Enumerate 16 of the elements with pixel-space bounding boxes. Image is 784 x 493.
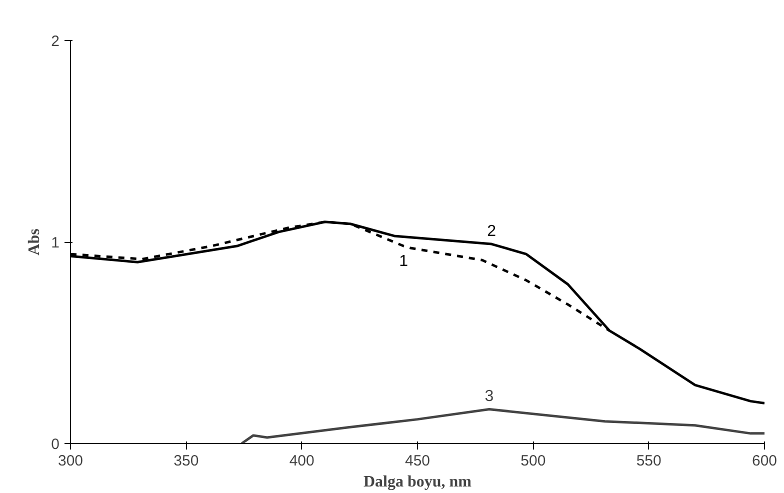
x-tick-label: 550 [636, 452, 662, 470]
y-tick-label: 1 [51, 234, 60, 252]
series-label: 3 [484, 388, 494, 406]
x-tick-label: 500 [520, 452, 546, 470]
x-tick-label: 350 [174, 452, 199, 470]
series-label: 2 [487, 223, 496, 240]
x-tick-label: 400 [289, 452, 314, 470]
x-tick-label: 600 [752, 452, 778, 470]
x-axis-title: Dalga boyu, nm [363, 474, 472, 490]
x-tick-label: 450 [404, 452, 430, 470]
y-axis-title: Abs [26, 228, 44, 256]
line-series [240, 408, 764, 444]
series-label: 1 [399, 253, 408, 270]
y-tick-label: 2 [51, 33, 60, 50]
y-tick-label: 0 [51, 436, 60, 453]
x-tick-label: 300 [58, 452, 84, 470]
